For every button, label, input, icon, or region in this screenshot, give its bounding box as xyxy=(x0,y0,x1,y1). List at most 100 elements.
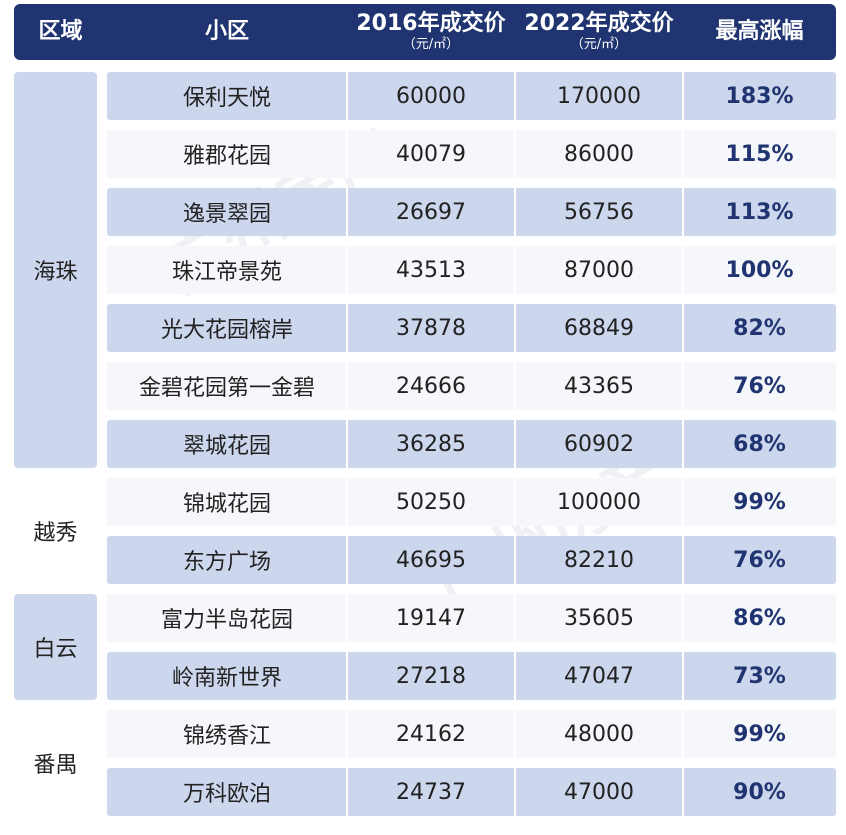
community-name-cell: 光大花园榕岸 xyxy=(160,318,293,343)
community-name-cell: 保利天悦 xyxy=(182,86,271,111)
column-divider xyxy=(682,188,684,236)
region-label: 海珠 xyxy=(33,260,78,285)
price-2016-cell: 46695 xyxy=(396,547,466,573)
price-2016-cell: 50250 xyxy=(396,489,466,515)
column-divider xyxy=(514,72,516,120)
header-price-2022-unit: （元/㎡） xyxy=(570,37,628,53)
table-row: 翠城花园 36285 60902 68% xyxy=(107,420,836,468)
column-divider xyxy=(346,768,348,816)
price-2016-cell: 26697 xyxy=(396,199,466,225)
column-divider xyxy=(682,536,684,584)
table-row: 岭南新世界 27218 47047 73% xyxy=(107,652,836,700)
column-divider xyxy=(514,362,516,410)
column-divider xyxy=(346,188,348,236)
price-2016-cell: 27218 xyxy=(396,663,466,689)
column-divider xyxy=(346,710,348,758)
region-cell: 白云 xyxy=(14,594,97,700)
table-row: 锦城花园 50250 100000 99% xyxy=(107,478,836,526)
column-divider xyxy=(514,478,516,526)
table-row: 东方广场 46695 82210 76% xyxy=(107,536,836,584)
community-name-cell: 金碧花园第一金碧 xyxy=(138,376,315,401)
column-divider xyxy=(682,478,684,526)
community-name-cell: 雅郡花园 xyxy=(182,144,271,169)
community-name-cell: 珠江帝景苑 xyxy=(171,260,282,285)
column-divider xyxy=(514,130,516,178)
column-divider xyxy=(514,594,516,642)
price-2022-cell: 87000 xyxy=(564,257,634,283)
price-2016-cell: 40079 xyxy=(396,141,466,167)
region-label: 白云 xyxy=(33,637,78,662)
table-row: 逸景翠园 26697 56756 113% xyxy=(107,188,836,236)
column-divider xyxy=(346,420,348,468)
region-label: 越秀 xyxy=(33,521,78,546)
price-2016-cell: 43513 xyxy=(396,257,466,283)
price-2016-cell: 19147 xyxy=(396,605,466,631)
max-increase-cell: 82% xyxy=(733,315,786,341)
max-increase-cell: 76% xyxy=(733,373,786,399)
region-cell: 番禺 xyxy=(14,710,97,816)
column-divider xyxy=(346,246,348,294)
max-increase-cell: 73% xyxy=(733,663,786,689)
column-divider xyxy=(346,362,348,410)
community-name-cell: 翠城花园 xyxy=(182,434,271,459)
column-divider xyxy=(346,652,348,700)
column-divider xyxy=(346,130,348,178)
price-2022-cell: 43365 xyxy=(564,373,634,399)
column-divider xyxy=(346,72,348,120)
column-divider xyxy=(346,536,348,584)
price-2022-cell: 100000 xyxy=(557,489,641,515)
column-divider xyxy=(514,188,516,236)
max-increase-cell: 113% xyxy=(725,199,794,225)
community-name-cell: 锦城花园 xyxy=(182,492,271,517)
community-name-cell: 万科欧泊 xyxy=(182,782,271,807)
column-divider xyxy=(682,710,684,758)
table-row: 保利天悦 60000 170000 183% xyxy=(107,72,836,120)
column-divider xyxy=(682,594,684,642)
header-price-2016: 2016年成交价 （元/㎡） xyxy=(347,4,515,60)
price-2016-cell: 24162 xyxy=(396,721,466,747)
table-row: 金碧花园第一金碧 24666 43365 76% xyxy=(107,362,836,410)
header-max-increase-label: 最高涨幅 xyxy=(715,19,804,45)
max-increase-cell: 90% xyxy=(733,779,786,805)
column-divider xyxy=(514,768,516,816)
header-region-label: 区域 xyxy=(38,19,83,45)
column-divider xyxy=(682,72,684,120)
community-name-cell: 岭南新世界 xyxy=(171,666,282,691)
max-increase-cell: 68% xyxy=(733,431,786,457)
max-increase-cell: 183% xyxy=(725,83,794,109)
header-price-2022: 2022年成交价 （元/㎡） xyxy=(515,4,683,60)
column-divider xyxy=(346,304,348,352)
column-divider xyxy=(514,420,516,468)
max-increase-cell: 86% xyxy=(733,605,786,631)
column-divider xyxy=(682,652,684,700)
max-increase-cell: 99% xyxy=(733,721,786,747)
price-2022-cell: 170000 xyxy=(557,83,641,109)
column-divider xyxy=(682,362,684,410)
table-row: 富力半岛花园 19147 35605 86% xyxy=(107,594,836,642)
price-2016-cell: 24737 xyxy=(396,779,466,805)
max-increase-cell: 100% xyxy=(725,257,794,283)
price-2022-cell: 47000 xyxy=(564,779,634,805)
price-2022-cell: 86000 xyxy=(564,141,634,167)
max-increase-cell: 99% xyxy=(733,489,786,515)
column-divider xyxy=(514,304,516,352)
price-2016-cell: 24666 xyxy=(396,373,466,399)
column-divider xyxy=(682,304,684,352)
column-divider xyxy=(346,594,348,642)
region-cell: 越秀 xyxy=(14,478,97,584)
column-divider xyxy=(514,536,516,584)
price-2022-cell: 68849 xyxy=(564,315,634,341)
community-name-cell: 富力半岛花园 xyxy=(160,608,293,633)
region-cell: 海珠 xyxy=(14,72,97,468)
price-2022-cell: 48000 xyxy=(564,721,634,747)
community-name-cell: 锦绣香江 xyxy=(182,724,271,749)
column-divider xyxy=(514,710,516,758)
price-2022-cell: 56756 xyxy=(564,199,634,225)
max-increase-cell: 76% xyxy=(733,547,786,573)
price-2022-cell: 47047 xyxy=(564,663,634,689)
column-divider xyxy=(514,652,516,700)
price-2022-cell: 60902 xyxy=(564,431,634,457)
community-name-cell: 逸景翠园 xyxy=(182,202,271,227)
region-label: 番禺 xyxy=(33,753,78,778)
table-row: 雅郡花园 40079 86000 115% xyxy=(107,130,836,178)
